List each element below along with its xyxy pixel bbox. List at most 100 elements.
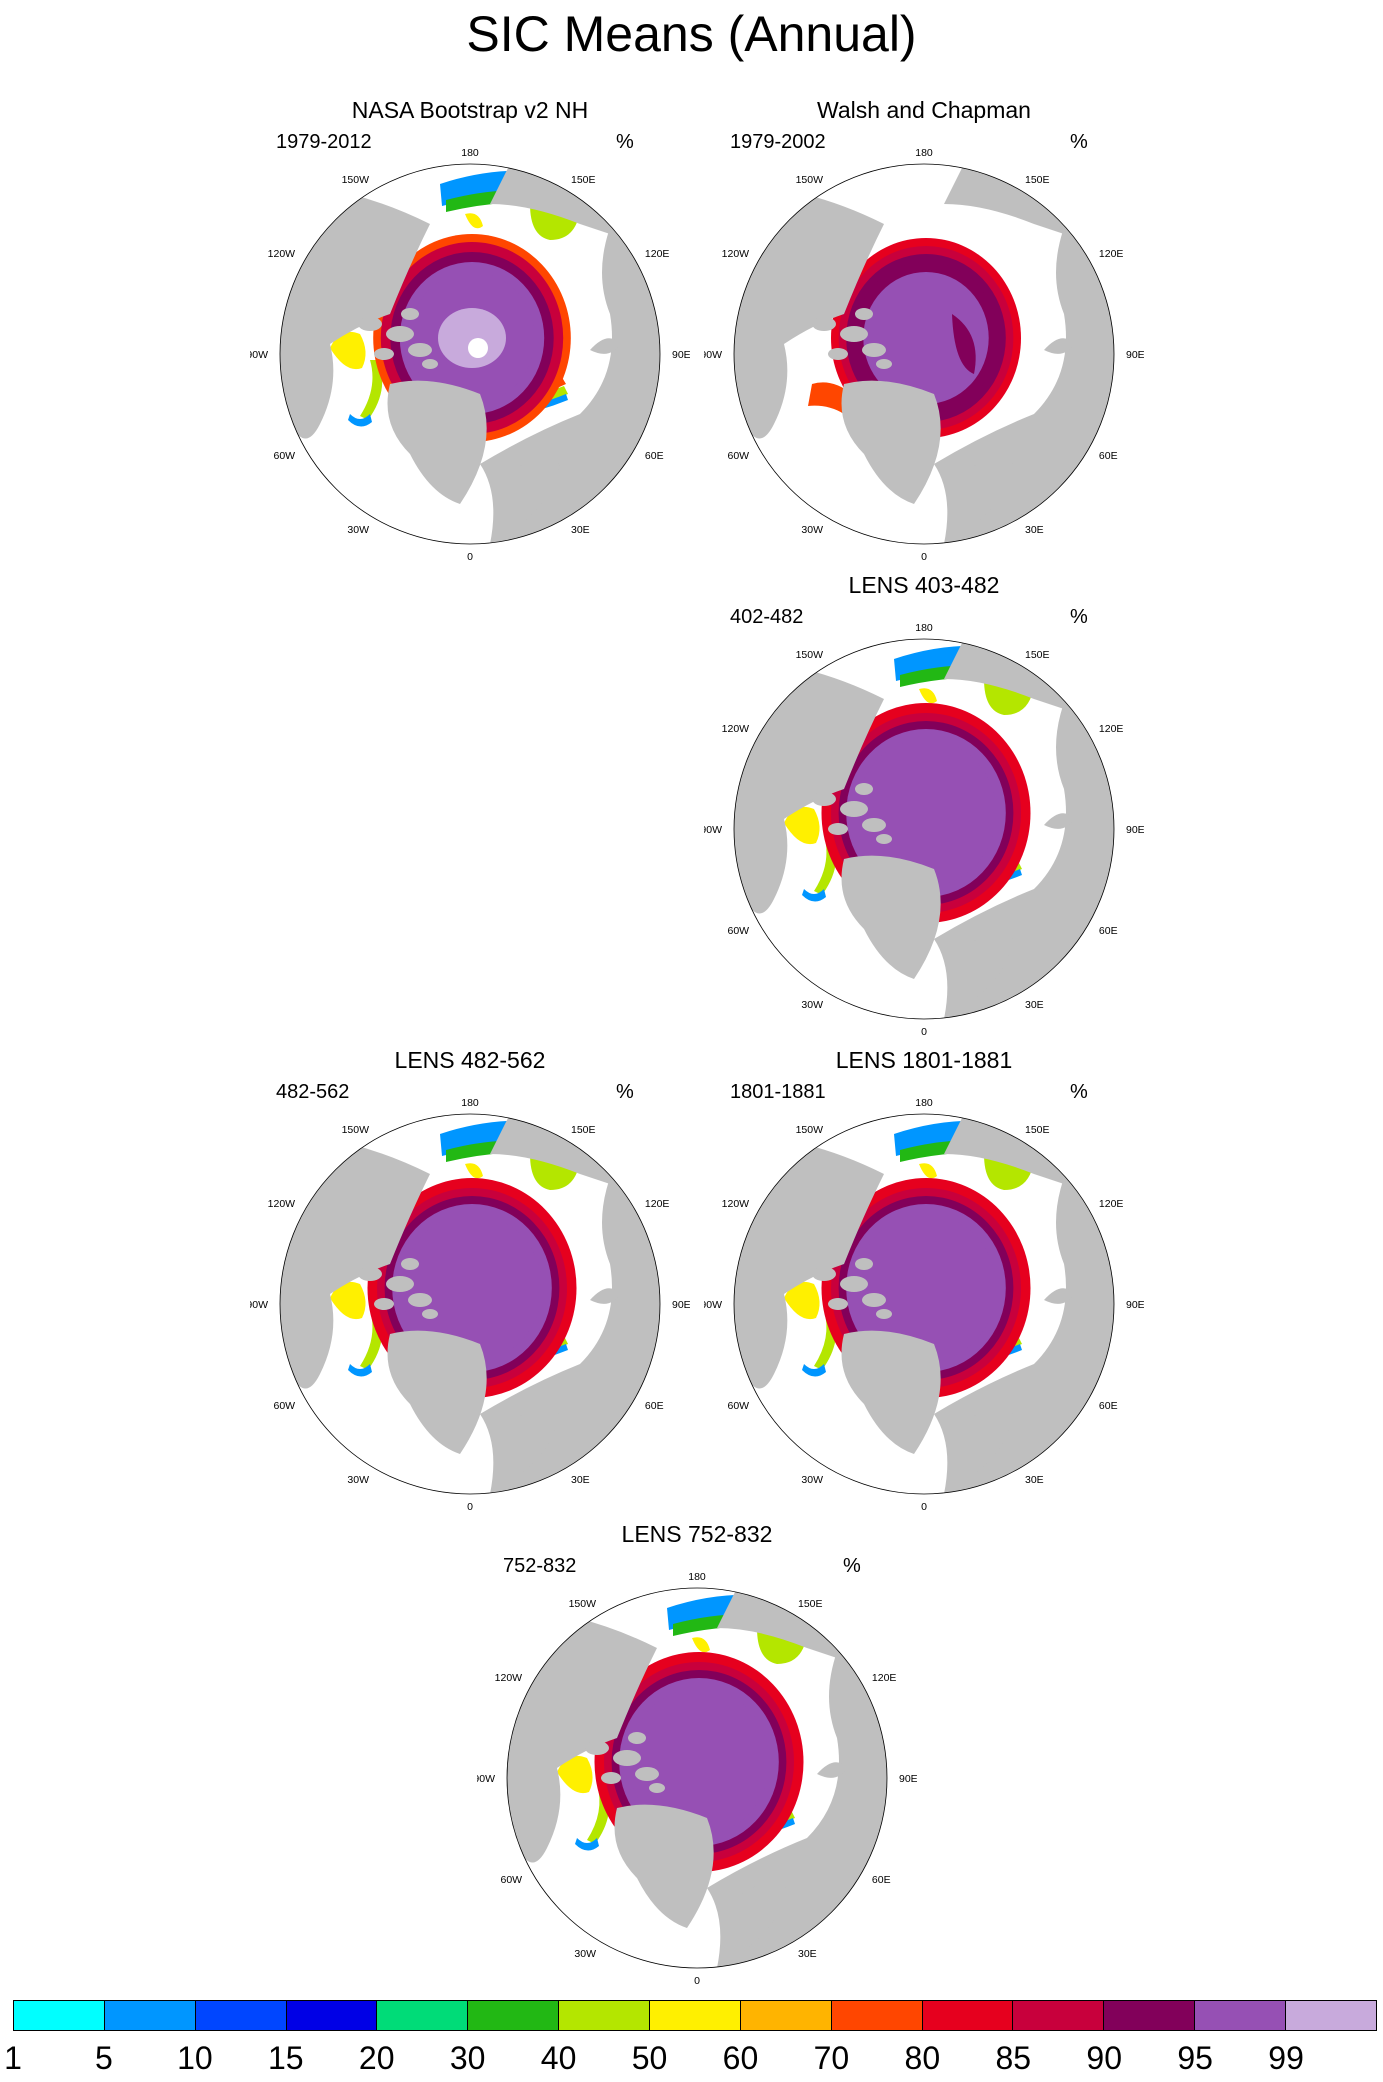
map-panel-lens-482-562: LENS 482-562 482-562 % 180 150E 120E 90E 60E… [250, 1046, 690, 1516]
land-island [649, 1783, 665, 1793]
land-island [590, 1288, 620, 1304]
land-greenland [841, 855, 941, 979]
panel-title: LENS 482-562 [394, 1047, 546, 1073]
land-eurasia [934, 204, 1114, 544]
land-island [386, 1276, 414, 1292]
land-island [840, 326, 868, 342]
longitude-label: 90E [672, 1299, 690, 1311]
panel-unit: % [1070, 606, 1088, 628]
longitude-label: 150W [796, 1124, 824, 1136]
sea-ice-marginal [919, 688, 937, 704]
sea-ice-marginal [348, 1364, 372, 1377]
land-island [585, 1741, 609, 1755]
land-scandinavia [510, 1410, 560, 1474]
land-island [374, 1298, 394, 1310]
sea-ice-band [863, 272, 989, 404]
land-north-america [734, 194, 884, 439]
land-scandinavia [964, 1410, 1014, 1474]
map-content [507, 1588, 887, 1968]
colorbar-label: 50 [631, 2040, 668, 2076]
land-island [812, 1267, 836, 1281]
colorbar-label: 90 [1086, 2040, 1122, 2076]
sea-ice-hudson [784, 1281, 820, 1320]
map-content [734, 1114, 1114, 1494]
longitude-label: 120W [722, 248, 750, 260]
land-island [862, 343, 886, 357]
land-island [855, 308, 873, 320]
longitude-label: 120W [495, 1672, 523, 1684]
panel-unit: % [616, 131, 634, 153]
map-content [734, 164, 1114, 544]
polar-map: 180 150E 120E 90E 60E 30E 0 30W 60W 90W 120W 150W [704, 1097, 1144, 1513]
sea-ice-marginal [802, 889, 826, 902]
longitude-label: 30W [801, 1474, 823, 1486]
panel-unit: % [843, 1555, 861, 1577]
sea-ice-hudson [330, 331, 366, 370]
colorbar-swatch [1195, 2001, 1287, 2030]
sea-ice-marginal [465, 1163, 483, 1179]
panel-period: 752-832 [503, 1555, 577, 1577]
land-scandinavia [510, 460, 560, 524]
longitude-label: 90E [899, 1773, 917, 1785]
land-island [401, 308, 419, 320]
sea-ice-band [401, 1214, 543, 1362]
map-boundary [279, 1113, 661, 1495]
land-siberia [944, 639, 1094, 719]
colorbar-swatch [831, 2001, 923, 2030]
longitude-label: 150E [1025, 649, 1050, 661]
sea-ice-hudson [784, 806, 820, 845]
sea-ice-marginal [802, 1364, 826, 1377]
longitude-label: 150W [569, 1598, 597, 1610]
sea-ice-band [952, 314, 976, 374]
land-eurasia [934, 679, 1114, 1019]
longitude-label: 150E [798, 1598, 823, 1610]
land-island [374, 348, 394, 360]
colorbar-label: 15 [268, 2040, 304, 2076]
land-island [422, 359, 438, 369]
longitude-label: 90E [1126, 824, 1144, 836]
colorbar-swatch [377, 2001, 469, 2030]
longitude-label: 0 [921, 1026, 927, 1038]
longitude-label: 60E [1099, 1400, 1118, 1412]
longitude-label: 90W [250, 1299, 268, 1311]
longitude-label: 120W [268, 1198, 296, 1210]
longitude-label: 60E [1099, 450, 1118, 462]
polar-map: 180 150E 120E 90E 60E 30E 0 30W 60W 90W 120W 150W [250, 147, 690, 563]
land-island [876, 834, 892, 844]
colorbar-label: 10 [177, 2040, 213, 2076]
land-island [358, 317, 382, 331]
longitude-label: 90W [250, 349, 268, 361]
map-content [734, 639, 1114, 1019]
longitude-label: 0 [921, 1501, 927, 1513]
map-panel-walsh-chapman: Walsh and Chapman 1979-2002 % 180 150E 120… [704, 96, 1144, 566]
longitude-label: 60W [501, 1874, 523, 1886]
land-eurasia [707, 1628, 887, 1968]
longitude-label: 120E [645, 248, 670, 260]
longitude-label: 120W [268, 248, 296, 260]
land-siberia [717, 1588, 867, 1668]
longitude-label: 180 [915, 1097, 933, 1109]
longitude-label: 60W [728, 1400, 750, 1412]
longitude-label: 90W [704, 349, 722, 361]
land-eurasia [480, 204, 660, 544]
longitude-label: 30W [347, 524, 369, 536]
land-island [876, 359, 892, 369]
panel-title: Walsh and Chapman [817, 97, 1031, 123]
longitude-label: 120E [1099, 248, 1124, 260]
longitude-label: 180 [461, 1097, 479, 1109]
longitude-label: 30E [1025, 999, 1044, 1011]
longitude-label: 30W [347, 1474, 369, 1486]
longitude-label: 90W [704, 1299, 722, 1311]
polar-map: 180 150E 120E 90E 60E 30E 0 30W 60W 90W 120W 150W [477, 1571, 917, 1987]
longitude-label: 60W [274, 450, 296, 462]
sea-ice-marginal [360, 360, 383, 420]
sea-ice-hudson [557, 1755, 593, 1794]
sea-ice-marginal [692, 1637, 710, 1653]
land-island [590, 338, 620, 354]
panel-title: NASA Bootstrap v2 NH [351, 97, 589, 123]
panel-period: 482-562 [276, 1081, 350, 1103]
sea-ice-marginal [808, 382, 852, 414]
longitude-label: 90E [1126, 349, 1144, 361]
sea-ice-marginal [919, 1163, 937, 1179]
land-island [840, 1276, 868, 1292]
